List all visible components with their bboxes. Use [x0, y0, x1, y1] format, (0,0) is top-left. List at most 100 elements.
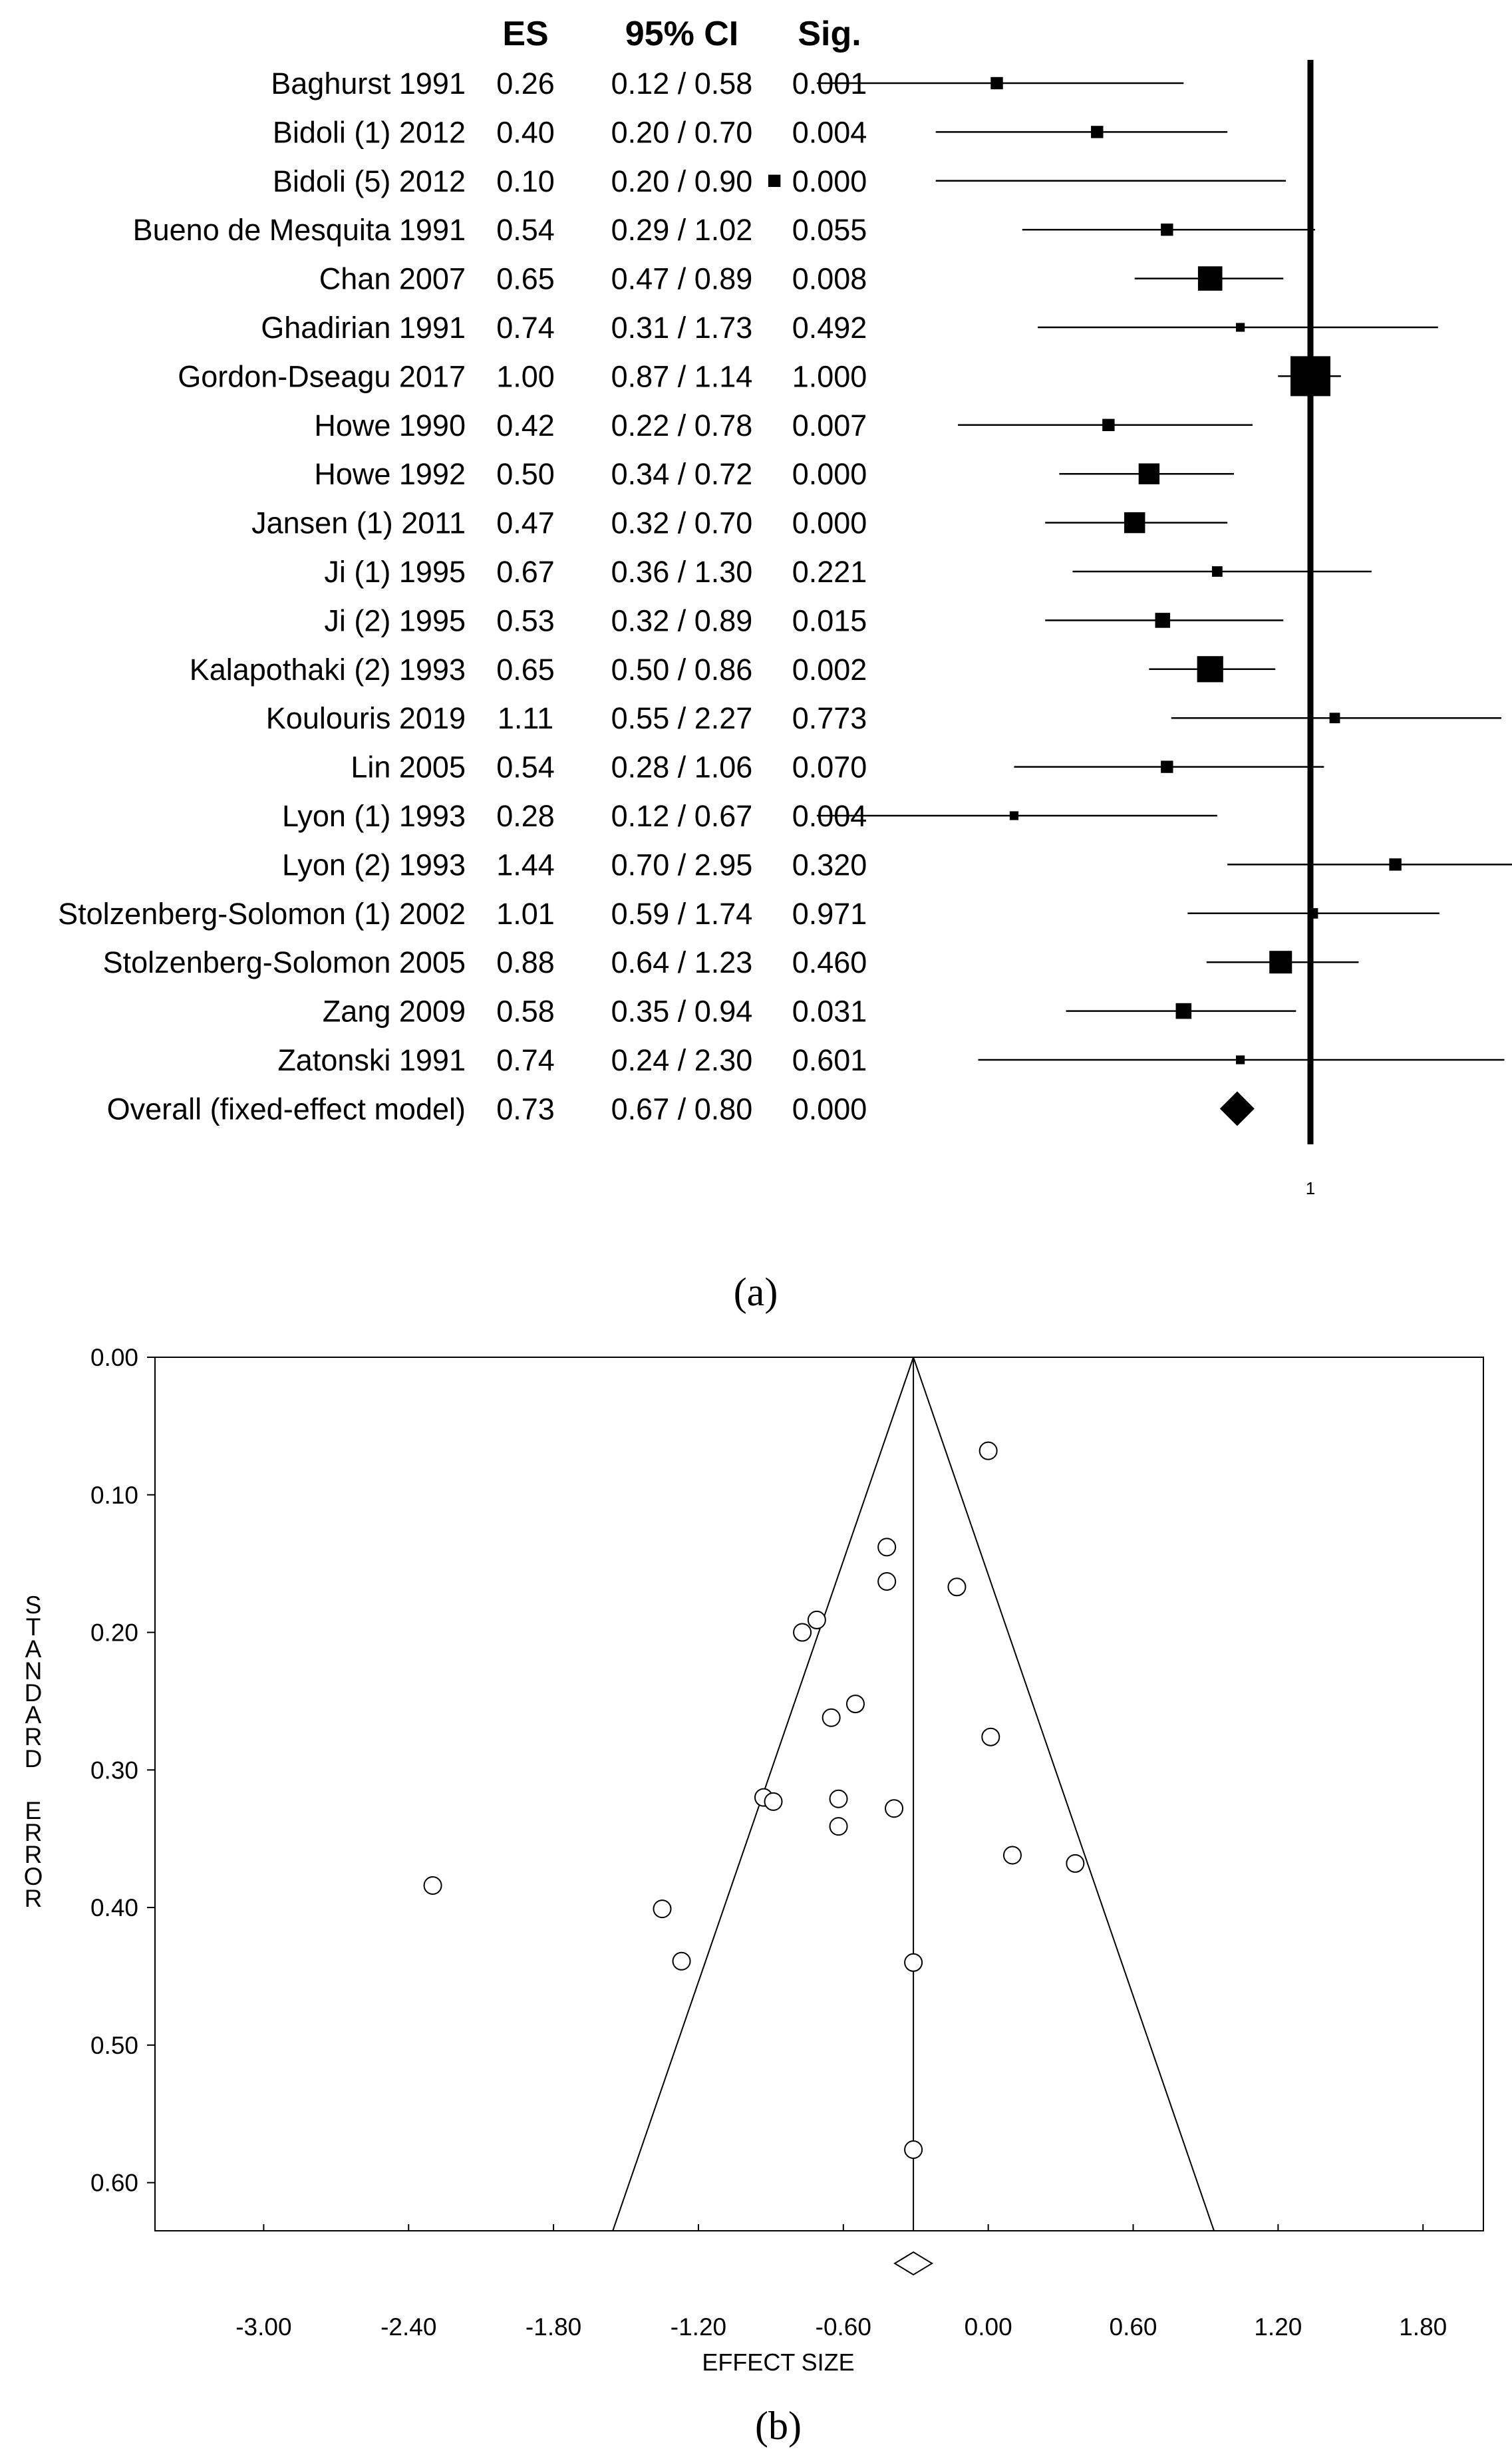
study-label: Kalapothaki (2) 1993 — [190, 653, 466, 687]
effect-marker — [1197, 656, 1223, 683]
effect-marker — [1329, 713, 1340, 724]
study-label: Jansen (1) 2011 — [251, 506, 466, 540]
es-value: 1.44 — [496, 848, 555, 882]
ci-value: 0.12 / 0.67 — [611, 799, 753, 833]
y-tick-label: 0.50 — [90, 2032, 138, 2059]
y-tick-label: 0.30 — [90, 1756, 138, 1784]
sig-value: 0.320 — [792, 848, 867, 882]
es-value: 0.42 — [496, 409, 555, 442]
x-tick-label: -1.80 — [526, 2313, 581, 2341]
sig-value: 0.007 — [792, 409, 867, 442]
ci-value: 0.24 / 2.30 — [611, 1043, 753, 1077]
es-value: 0.28 — [496, 799, 555, 833]
ci-value: 0.50 / 0.86 — [611, 653, 753, 687]
effect-marker — [1161, 224, 1173, 236]
effect-marker — [1155, 613, 1171, 628]
sig-value: 0.000 — [792, 506, 867, 540]
y-tick-label: 0.60 — [90, 2170, 138, 2197]
effect-marker — [1197, 266, 1223, 291]
study-label: Ji (2) 1995 — [324, 603, 466, 637]
ci-value: 0.32 / 0.70 — [611, 506, 753, 540]
es-value: 0.74 — [496, 1043, 555, 1077]
ci-value: 0.67 / 0.80 — [611, 1092, 753, 1126]
sig-value: 0.015 — [792, 603, 867, 637]
ci-value: 0.32 / 0.89 — [611, 603, 753, 637]
study-point — [845, 1695, 865, 1714]
sig-value: 1.000 — [792, 359, 867, 393]
sig-value: 0.000 — [792, 1092, 867, 1126]
ci-value: 0.34 / 0.72 — [611, 457, 753, 491]
study-label: Baghurst 1991 — [271, 67, 466, 100]
study-label: Lyon (1) 1993 — [282, 799, 466, 833]
study-label: Gordon-Dseagu 2017 — [178, 359, 466, 393]
effect-marker — [1138, 463, 1160, 484]
es-value: 0.10 — [496, 164, 555, 198]
y-tick-label: 0.20 — [90, 1619, 138, 1647]
effect-marker — [1236, 323, 1245, 332]
es-value: 0.65 — [496, 653, 555, 687]
es-value: 0.40 — [496, 115, 555, 149]
sig-value: 0.971 — [792, 897, 867, 931]
header-es: ES — [502, 15, 548, 53]
ci-value: 0.20 / 0.90 — [611, 164, 753, 198]
study-point — [829, 1817, 848, 1836]
study-label: Stolzenberg-Solomon 2005 — [103, 945, 466, 979]
null-effect-tick-label: 1 — [1306, 1178, 1315, 1198]
study-point — [829, 1789, 848, 1808]
header-sig: Sig. — [798, 15, 861, 53]
ci-value: 0.70 / 2.95 — [611, 848, 753, 882]
es-value: 0.54 — [496, 213, 555, 247]
study-point — [979, 1441, 998, 1460]
y-axis-title-letter: N — [25, 1657, 43, 1685]
x-tick-label: 1.20 — [1254, 2313, 1302, 2341]
study-label: Stolzenberg-Solomon (1) 2002 — [58, 897, 466, 931]
effect-marker — [1091, 126, 1104, 138]
study-point — [807, 1610, 826, 1629]
ci-value: 0.12 / 0.58 — [611, 67, 753, 100]
x-tick-label: 0.60 — [1110, 2313, 1157, 2341]
sig-value: 0.055 — [792, 213, 867, 247]
study-label: Bidoli (1) 2012 — [273, 115, 466, 149]
study-point — [764, 1792, 783, 1811]
ci-value: 0.20 / 0.70 — [611, 115, 753, 149]
sig-value: 0.000 — [792, 457, 867, 491]
study-point — [947, 1577, 967, 1597]
ci-value: 0.59 / 1.74 — [611, 897, 753, 931]
es-value: 0.26 — [496, 67, 555, 100]
es-value: 0.73 — [496, 1092, 555, 1126]
es-value: 0.47 — [496, 506, 555, 540]
study-point — [672, 1951, 691, 1971]
study-label: Howe 1992 — [314, 457, 466, 491]
y-axis-title-letter: A — [25, 1635, 42, 1663]
funnel-right-boundary — [913, 1357, 1215, 2231]
study-label: Ghadirian 1991 — [261, 311, 466, 345]
study-point — [877, 1538, 897, 1557]
panel-b-label: (b) — [755, 2404, 802, 2448]
es-value: 0.50 — [496, 457, 555, 491]
es-value: 1.01 — [496, 897, 555, 931]
sig-value: 0.492 — [792, 311, 867, 345]
ci-value: 0.36 / 1.30 — [611, 555, 753, 589]
study-point — [981, 1727, 1000, 1746]
x-tick-label: 0.00 — [965, 2313, 1012, 2341]
panel-a-label: (a) — [733, 1270, 778, 1314]
study-point — [423, 1876, 442, 1895]
study-point — [904, 1953, 923, 1972]
sig-value: 0.773 — [792, 701, 867, 735]
funnel-plot: 0.00 0.10 0.20 0.30 0.40 0.50 0.60 -3.00 -2.40 -1… — [24, 1344, 1484, 2376]
es-value: 0.67 — [496, 555, 555, 589]
effect-marker — [1009, 811, 1019, 820]
study-point — [877, 1572, 897, 1591]
study-point — [653, 1899, 672, 1919]
study-point — [822, 1708, 841, 1727]
ci-value: 0.64 / 1.23 — [611, 945, 753, 979]
sig-value: 0.601 — [792, 1043, 867, 1077]
effect-marker — [1269, 951, 1292, 974]
y-tick-label: 0.10 — [90, 1482, 138, 1509]
study-label: Howe 1990 — [314, 409, 466, 442]
es-value: 0.53 — [496, 603, 555, 637]
effect-marker — [990, 77, 1003, 90]
es-value: 1.11 — [498, 701, 553, 735]
study-point — [885, 1799, 904, 1818]
sig-value: 0.000 — [792, 164, 867, 198]
